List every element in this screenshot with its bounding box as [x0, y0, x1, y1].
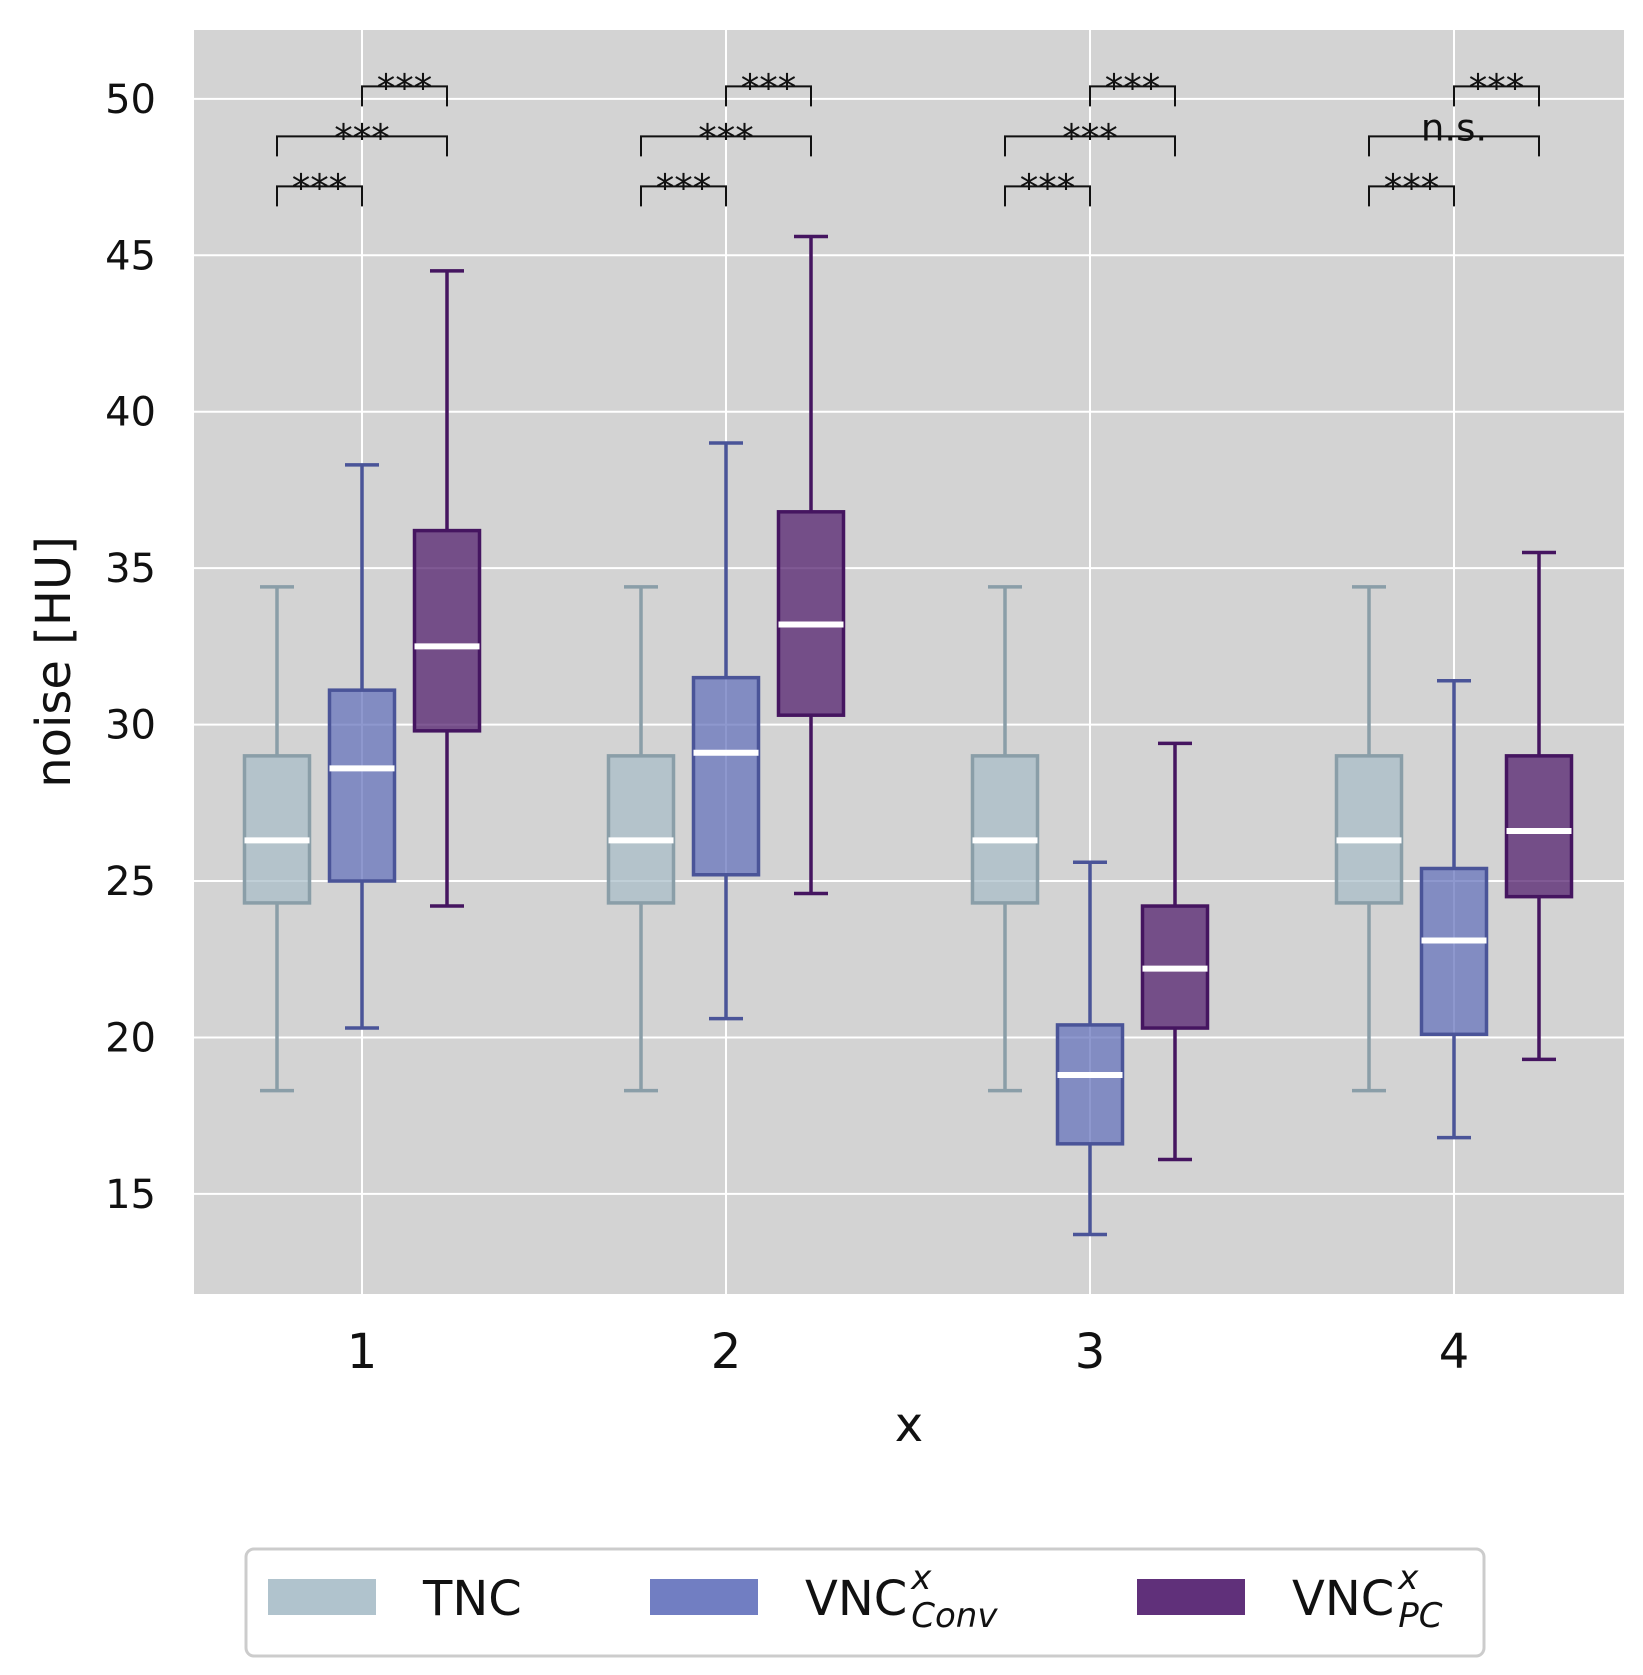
significance-bracket: ***	[1004, 166, 1091, 209]
significance-label: ***	[741, 66, 797, 109]
boxes	[242, 234, 1574, 1237]
legend-superscript: x	[910, 1558, 932, 1598]
box-vnc-pc-2	[776, 234, 846, 896]
x-tick-label: 3	[1075, 1324, 1106, 1380]
x-axis-title: x	[895, 1397, 923, 1453]
significance-label: ***	[698, 116, 754, 159]
x-tick-label: 2	[711, 1324, 742, 1380]
box-body	[606, 754, 676, 905]
box-vnc-conv-1	[327, 463, 397, 1030]
y-tick-label: 45	[105, 233, 156, 279]
box-tnc-2	[606, 585, 676, 1093]
legend-frame	[244, 1547, 1486, 1658]
box-vnc-pc-3	[1140, 741, 1210, 1162]
box-body	[327, 688, 397, 883]
significance-bracket: ***	[276, 116, 448, 159]
significance-label: n.s.	[1421, 106, 1487, 149]
bracket-line	[1453, 85, 1540, 107]
legend-swatch	[650, 1579, 758, 1615]
bracket-line	[725, 85, 812, 107]
plot-area	[194, 30, 1624, 1294]
significance-label: ***	[1020, 166, 1076, 209]
box-vnc-pc-1	[412, 269, 482, 908]
significance-brackets: ******************************n.s.***	[276, 66, 1540, 209]
bracket-line	[1004, 185, 1091, 207]
box-body	[1504, 754, 1574, 899]
legend-item-tnc: TNC	[268, 1571, 522, 1627]
y-tick-label: 20	[105, 1015, 156, 1061]
box-tnc-1	[242, 585, 312, 1093]
box-vnc-conv-4	[1419, 679, 1489, 1140]
x-tick-label: 1	[347, 1324, 378, 1380]
legend-swatch	[1137, 1579, 1245, 1615]
bracket-line	[1368, 135, 1540, 157]
box-body	[691, 675, 761, 877]
legend-subscript: PC	[1398, 1596, 1443, 1636]
significance-label: ***	[1062, 116, 1118, 159]
legend-swatch	[268, 1579, 376, 1615]
legend-label: VNC	[805, 1571, 907, 1627]
significance-bracket: n.s.	[1368, 106, 1540, 157]
bracket-line	[276, 185, 363, 207]
legend-item-vnc-pc: VNC xPC	[1137, 1558, 1443, 1636]
box-body	[242, 754, 312, 905]
significance-bracket: ***	[1004, 116, 1176, 159]
box-tnc-3	[970, 585, 1040, 1093]
legend-label: TNC	[422, 1571, 522, 1627]
significance-label: ***	[377, 66, 433, 109]
bracket-line	[361, 85, 448, 107]
box-body	[1419, 866, 1489, 1037]
box-body	[412, 528, 482, 733]
y-tick-label: 50	[105, 77, 156, 123]
box-body	[776, 510, 846, 717]
bracket-line	[1368, 185, 1455, 207]
significance-label: ***	[1384, 166, 1440, 209]
significance-label: ***	[334, 116, 390, 159]
bracket-line	[1089, 85, 1176, 107]
box-body	[1334, 754, 1404, 905]
box-body	[970, 754, 1040, 905]
significance-bracket: ***	[640, 166, 727, 209]
y-tick-label: 35	[105, 546, 156, 592]
box-vnc-conv-2	[691, 441, 761, 1021]
box-vnc-conv-3	[1055, 860, 1125, 1237]
bracket-line	[1004, 135, 1176, 157]
significance-bracket: ***	[276, 166, 363, 209]
y-tick-label: 40	[105, 390, 156, 436]
grid	[194, 30, 1624, 1294]
significance-bracket: ***	[1089, 66, 1176, 109]
box-body	[1055, 1023, 1125, 1146]
significance-label: ***	[292, 166, 348, 209]
significance-bracket: ***	[725, 66, 812, 109]
bracket-line	[640, 185, 727, 207]
significance-label: ***	[1105, 66, 1161, 109]
axis-ticks: 15 20 25 30 35 40 45 50 1 2 3 4	[105, 77, 1469, 1380]
significance-bracket: ***	[640, 116, 812, 159]
y-tick-label: 15	[105, 1172, 156, 1218]
x-tick-label: 4	[1439, 1324, 1470, 1380]
significance-bracket: ***	[361, 66, 448, 109]
significance-label: ***	[1469, 66, 1525, 109]
significance-label: ***	[656, 166, 712, 209]
legend-superscript: x	[1397, 1558, 1419, 1598]
significance-bracket: ***	[1368, 166, 1455, 209]
bracket-line	[276, 135, 448, 157]
box-tnc-4	[1334, 585, 1404, 1093]
y-tick-label: 25	[105, 859, 156, 905]
legend-label: VNC	[1292, 1571, 1394, 1627]
box-vnc-pc-4	[1504, 550, 1574, 1062]
significance-bracket: ***	[1453, 66, 1540, 109]
y-axis-title: noise [HU]	[26, 536, 82, 788]
bracket-line	[640, 135, 812, 157]
legend-subscript: Conv	[911, 1596, 998, 1636]
y-tick-label: 30	[105, 703, 156, 749]
